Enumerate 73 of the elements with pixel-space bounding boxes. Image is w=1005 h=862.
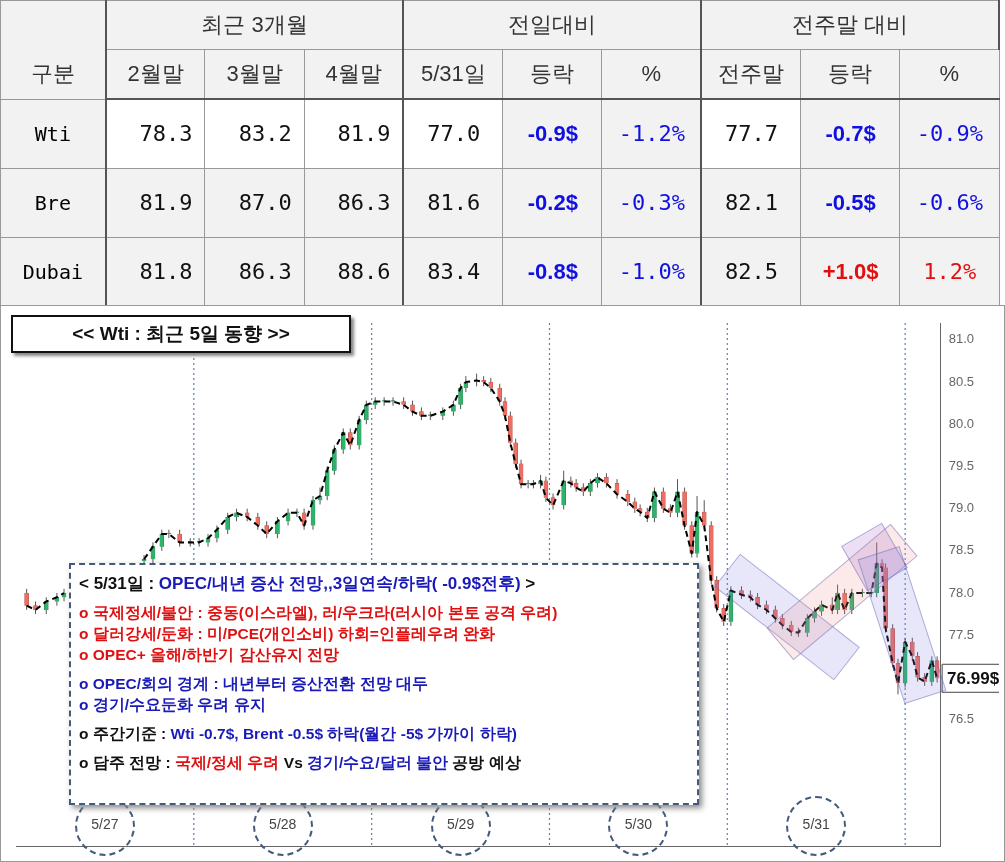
annotation: 공방 예상 (451, 754, 521, 771)
data-label: 81.6 (403, 168, 503, 237)
x-tick-label: 5/28 (269, 816, 297, 833)
text: 전일대비 (403, 0, 702, 50)
data-label: -1.0% (601, 237, 702, 306)
data-label: -0.5$ (800, 168, 900, 237)
data-label: 88.6 (304, 237, 404, 306)
data-label: 78.3 (105, 99, 205, 168)
data-label: 82.1 (701, 168, 801, 237)
annotation: 국제/정세 우려 (173, 754, 280, 771)
y-tick-label: 79.5 (948, 458, 975, 474)
data-label: +1.0$ (800, 237, 900, 306)
annotation: o 담주 전망 : (79, 754, 171, 771)
data-label: 86.3 (304, 168, 404, 237)
data-label: -0.6% (899, 168, 999, 237)
annotation: o OPEC/회의 경계 : 내년부터 증산전환 전망 대두 (79, 675, 429, 692)
x-tick-label: 5/30 (624, 816, 653, 833)
x-tick-label: 3월말 (204, 49, 305, 99)
data-label: 87.0 (204, 168, 305, 237)
data-label: 86.3 (204, 237, 305, 306)
data-label: 81.9 (304, 99, 404, 168)
data-label: -0.8$ (502, 237, 602, 306)
data-label: 81.8 (105, 237, 205, 306)
x-tick-label: % (601, 49, 702, 99)
data-label: 83.2 (204, 99, 305, 168)
data-label: -0.2$ (502, 168, 602, 237)
y-tick-label: 78.5 (948, 542, 975, 558)
data-label: 83.4 (403, 237, 503, 306)
annotation: > (524, 574, 536, 593)
y-tick-label: 80.5 (948, 373, 975, 389)
x-tick-label: 전주말 (701, 49, 801, 99)
annotation: 경기/수요/달러 불안 (306, 754, 448, 771)
y-tick-label: 81.0 (948, 331, 975, 347)
data-label: -0.7$ (800, 99, 900, 168)
annotation: o 주간기준 : (79, 725, 167, 742)
annotation: o OPEC+ 올해/하반기 감산유지 전망 (79, 646, 339, 663)
x-tick-label: 5/31 (802, 816, 831, 833)
annotation: Wti -0.7$, Brent -0.5$ 하락(월간 -5$ 가까이 하락) (169, 725, 517, 742)
annotation: o 국제정세/불안 : 중동(이스라엘), 러/우크라(러시아 본토 공격 우려) (79, 604, 558, 621)
annotation: < 5/31일 : (79, 574, 155, 593)
annotation: 76.99$ (947, 668, 1000, 688)
text: 전주말 대비 (701, 0, 999, 50)
x-tick-label: 등락 (800, 49, 900, 99)
x-tick-label: 5/31일 (403, 49, 503, 99)
y-tick-label: 80.0 (948, 415, 975, 431)
x-tick-label: % (899, 49, 999, 99)
data-label: 1.2% (899, 237, 999, 306)
y-tick-label: 77.5 (948, 626, 975, 642)
annotation: Vs (282, 754, 303, 771)
data-label: -0.9% (899, 99, 999, 168)
text: 최근 3개월 (105, 0, 404, 50)
annotation: o 달러강세/둔화 : 미/PCE(개인소비) 하회=인플레우려 완화 (79, 625, 496, 642)
y-tick-label: 79.0 (948, 500, 975, 516)
data-label: -0.9$ (502, 99, 602, 168)
y-tick-label: 78.0 (948, 584, 975, 600)
x-tick-label: 등락 (502, 49, 602, 99)
annotation: OPEC/내년 증산 전망,,3일연속/하락( -0.9$전후) (157, 574, 521, 593)
x-tick-label: 5/27 (91, 816, 119, 833)
y-tick-label: Wti (0, 99, 106, 168)
y-tick-label: Bre (0, 168, 106, 237)
x-tick-label: 5/29 (446, 816, 475, 833)
data-label: 77.0 (403, 99, 503, 168)
y-axis-title: 구분 (0, 0, 106, 99)
x-tick-label: 4월말 (304, 49, 404, 99)
data-label: 82.5 (701, 237, 801, 306)
data-label: 77.7 (701, 99, 801, 168)
y-tick-label: 76.5 (948, 711, 975, 727)
x-tick-label: 2월말 (105, 49, 205, 99)
annotation: o 경기/수요둔화 우려 유지 (79, 696, 266, 713)
y-tick-label: Dubai (0, 237, 106, 306)
data-label: 81.9 (105, 168, 205, 237)
data-label: -0.3% (601, 168, 702, 237)
data-label: -1.2% (601, 99, 702, 168)
